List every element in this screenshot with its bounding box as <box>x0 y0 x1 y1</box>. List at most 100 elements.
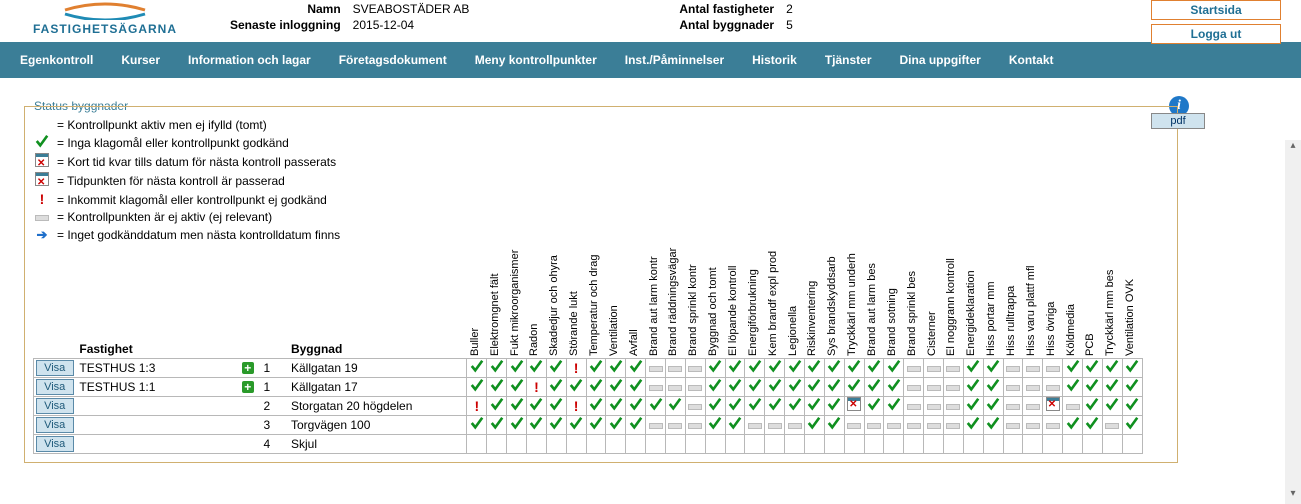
status-cell <box>666 415 686 434</box>
status-cell <box>646 415 666 434</box>
dash-icon <box>1006 380 1020 394</box>
status-cell <box>1063 377 1083 396</box>
check-icon <box>589 400 603 414</box>
nav-f-retagsdokument[interactable]: Företagsdokument <box>325 42 461 78</box>
check-icon <box>609 381 623 395</box>
status-cell <box>626 377 646 396</box>
status-cell <box>884 415 904 434</box>
cell-num: 4 <box>260 434 287 453</box>
col-tryckk-rl-mm-bes: Tryckkärl mm bes <box>1102 248 1122 358</box>
status-cell <box>824 396 844 415</box>
status-cell <box>1063 396 1083 415</box>
exclamation-icon <box>574 362 579 376</box>
status-cell <box>944 434 964 453</box>
visa-button[interactable]: Visa <box>36 360 74 376</box>
status-cell <box>705 358 725 377</box>
col-fukt-mikroorganismer: Fukt mikroorganismer <box>507 248 527 358</box>
nav-kurser[interactable]: Kurser <box>107 42 174 78</box>
dash-icon <box>688 380 702 394</box>
expand-icon[interactable]: + <box>242 381 254 393</box>
check-icon <box>768 400 782 414</box>
content: Status byggnader pdf Kontrollpunkt aktiv… <box>0 78 1301 463</box>
status-cell <box>1003 358 1023 377</box>
status-cell <box>526 377 546 396</box>
col-avfall: Avfall <box>626 248 646 358</box>
check-icon <box>847 362 861 376</box>
login-label: Senaste inloggning <box>230 18 341 32</box>
check-icon <box>549 419 563 433</box>
nav-kontakt[interactable]: Kontakt <box>995 42 1068 78</box>
dash-icon <box>1026 380 1040 394</box>
visa-button[interactable]: Visa <box>36 417 74 433</box>
status-cell <box>1023 434 1043 453</box>
status-cell <box>844 396 864 415</box>
check-icon <box>728 362 742 376</box>
pdf-button[interactable]: pdf <box>1151 113 1205 129</box>
status-cell <box>526 396 546 415</box>
col-brand-sprinkl-kontr: Brand sprinkl kontr <box>685 248 705 358</box>
check-icon <box>1066 419 1080 433</box>
expand-icon[interactable]: + <box>242 362 254 374</box>
check-icon <box>966 381 980 395</box>
check-icon <box>807 362 821 376</box>
exclamation-icon <box>475 400 480 414</box>
check-icon <box>668 400 682 414</box>
status-cell <box>606 396 626 415</box>
check-icon <box>708 419 722 433</box>
status-cell <box>1043 396 1063 415</box>
status-cell <box>765 434 785 453</box>
cell-byggnad: Skjul <box>287 434 467 453</box>
status-cell <box>944 377 964 396</box>
check-icon <box>510 400 524 414</box>
status-cell <box>526 415 546 434</box>
visa-button[interactable]: Visa <box>36 398 74 414</box>
status-cell <box>626 358 646 377</box>
nav-meny-kontrollpunkter[interactable]: Meny kontrollpunkter <box>461 42 611 78</box>
nav-historik[interactable]: Historik <box>738 42 811 78</box>
check-icon <box>569 381 583 395</box>
status-cell <box>487 377 507 396</box>
navbar: EgenkontrollKurserInformation och lagarF… <box>0 42 1301 78</box>
check-icon <box>887 362 901 376</box>
nav-tj-nster[interactable]: Tjänster <box>811 42 886 78</box>
status-cell <box>983 434 1003 453</box>
legend-row: Kontrollpunkten är ej aktiv (ej relevant… <box>33 209 473 226</box>
table-row: Visa2Storgatan 20 högdelen <box>34 396 1143 415</box>
nav-inst-p-minnelser[interactable]: Inst./Påminnelser <box>611 42 738 78</box>
check-icon <box>1066 381 1080 395</box>
nav-information-och-lagar[interactable]: Information och lagar <box>174 42 325 78</box>
dash-icon <box>668 361 682 375</box>
scroll-up-icon[interactable]: ▴ <box>1285 140 1301 156</box>
dash-icon <box>946 380 960 394</box>
table-row: VisaTESTHUS 1:3+1Källgatan 19 <box>34 358 1143 377</box>
scrollbar[interactable]: ▴ ▾ <box>1285 140 1301 504</box>
visa-button[interactable]: Visa <box>36 436 74 452</box>
status-cell <box>1083 358 1103 377</box>
status-cell <box>546 396 566 415</box>
header-info-right: Antal fastigheter 2 Antal byggnader 5 <box>679 2 792 32</box>
status-cell <box>884 358 904 377</box>
visa-button[interactable]: Visa <box>36 379 74 395</box>
header: FASTIGHETSÄGARNA Namn SVEABOSTÄDER AB Se… <box>0 0 1301 42</box>
legend-text: Kort tid kvar tills datum för nästa kont… <box>57 154 336 171</box>
legend-text: Kontrollpunkten är ej aktiv (ej relevant… <box>57 209 272 226</box>
check-icon <box>788 381 802 395</box>
status-cell <box>467 434 487 453</box>
dash-icon <box>1046 418 1060 432</box>
dash-icon <box>927 361 941 375</box>
status-cell <box>824 358 844 377</box>
col-sys-brandskyddsarb: Sys brandskyddsarb <box>824 248 844 358</box>
nav-dina-uppgifter[interactable]: Dina uppgifter <box>886 42 995 78</box>
dash-icon <box>649 380 663 394</box>
cell-expand <box>236 415 260 434</box>
status-panel: pdf Kontrollpunkt aktiv men ej ifylld (t… <box>24 106 1178 463</box>
check-icon <box>629 362 643 376</box>
header-info-left: Namn SVEABOSTÄDER AB Senaste inloggning … <box>230 2 469 32</box>
status-cell <box>526 434 546 453</box>
home-button[interactable]: Startsida <box>1151 0 1281 20</box>
cell-byggnad: Torgvägen 100 <box>287 415 467 434</box>
scroll-down-icon[interactable]: ▾ <box>1285 488 1301 504</box>
nav-egenkontroll[interactable]: Egenkontroll <box>6 42 107 78</box>
check-icon <box>768 381 782 395</box>
logout-button[interactable]: Logga ut <box>1151 24 1281 44</box>
